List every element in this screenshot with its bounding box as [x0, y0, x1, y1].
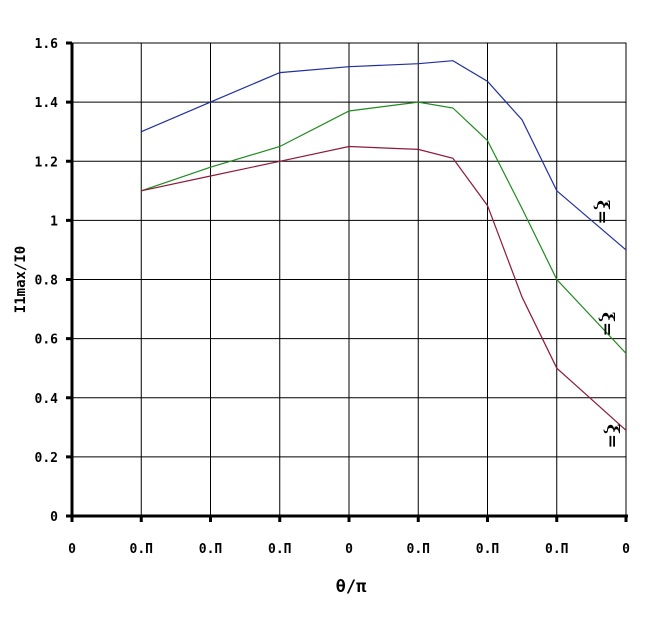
x-axis-title: θ/π: [336, 577, 367, 597]
y-tick-label: 0.8: [35, 274, 59, 289]
y-tick-label: 0.2: [35, 451, 58, 466]
y-tick-label: 1: [50, 214, 58, 229]
x-tick-label: 0.П: [545, 542, 568, 557]
series-line-1: [141, 60, 627, 251]
x-tick-label: 0.П: [130, 542, 153, 557]
y-tick-label: 0.6: [35, 333, 59, 348]
grid: [71, 42, 627, 517]
y-axis-title: I1max/I0: [13, 246, 29, 313]
x-tick-label: 0: [68, 542, 76, 557]
series-label-2: ξ=: [597, 312, 617, 336]
y-tick-labels: 0 0.2 0.4 0.6 0.8 1 1.2 1.4 1.6: [35, 37, 59, 525]
y-tick-label: 0.4: [35, 392, 59, 407]
series-labels: ξ= ξ= ξ=: [592, 200, 622, 448]
series-label-1: ξ=: [592, 200, 612, 224]
series-line-3: [141, 145, 627, 431]
x-tick-label: 0.П: [268, 542, 291, 557]
x-tick-label: 0.П: [407, 542, 430, 557]
series-line-2: [141, 101, 627, 354]
x-tick-label: 0: [622, 542, 630, 557]
x-tick-label: 0: [345, 542, 353, 557]
x-tick-labels: 0 0.П 0.П 0.П 0 0.П 0.П 0.П 0: [68, 542, 630, 557]
series-lines: [141, 60, 627, 431]
series-label-3: ξ=: [602, 424, 622, 448]
y-tick-label: 1.2: [35, 155, 58, 170]
x-tick-label: 0.П: [476, 542, 499, 557]
y-tick-label: 0: [50, 510, 58, 525]
x-tick-label: 0.П: [199, 542, 222, 557]
y-tick-label: 1.6: [35, 37, 59, 52]
axes: [66, 41, 628, 522]
y-tick-label: 1.4: [35, 96, 59, 111]
